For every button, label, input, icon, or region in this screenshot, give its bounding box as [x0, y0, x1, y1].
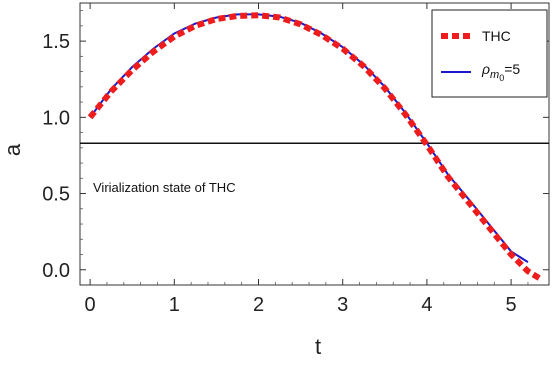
- axis-tick-labels: 0 1 2 3 4 5 0.0 0.5 1.0 1.5: [42, 31, 516, 316]
- virialization-annotation: Virialization state of THC: [93, 180, 236, 195]
- y-tick-label: 1.5: [42, 31, 70, 53]
- x-tick-label: 0: [85, 294, 96, 316]
- legend-label-rho-m0-5: ρm0=5: [481, 61, 520, 83]
- y-axis-title: a: [0, 143, 25, 156]
- x-tick-label: 3: [337, 294, 348, 316]
- x-tick-label: 4: [421, 294, 432, 316]
- x-tick-label: 1: [169, 294, 180, 316]
- legend-box: [431, 9, 548, 98]
- plot-frame: [79, 2, 550, 286]
- axis-ticks: [80, 3, 549, 285]
- x-tick-label: 2: [253, 294, 264, 316]
- legend-label-thc: THC: [482, 28, 511, 44]
- y-tick-label: 0.0: [42, 260, 70, 282]
- legend: THC ρm0=5: [431, 9, 548, 98]
- x-axis-title: t: [315, 334, 321, 359]
- y-tick-label: 1.0: [42, 107, 70, 129]
- y-tick-label: 0.5: [42, 184, 70, 206]
- series-line-thc: [87, 12, 543, 282]
- x-tick-label: 5: [506, 294, 517, 316]
